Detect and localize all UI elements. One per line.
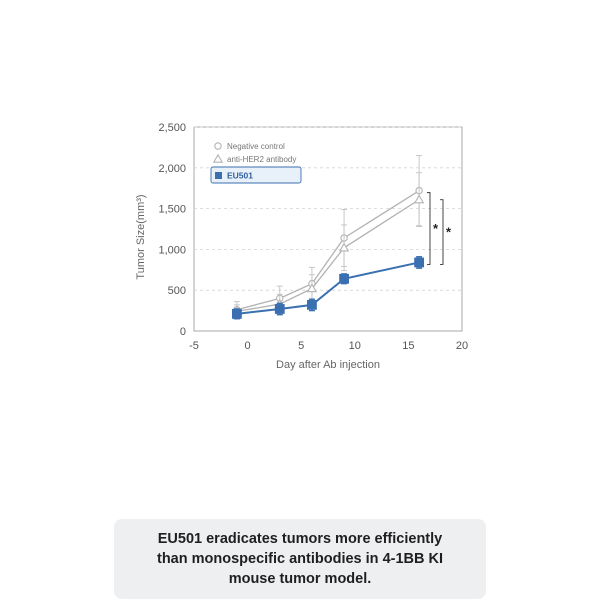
y-tick-label: 2,500 xyxy=(158,122,186,134)
caption-text: EU501 eradicates tumors more efficiently… xyxy=(140,529,460,589)
y-tick-label: 1,500 xyxy=(158,204,186,216)
data-point-square xyxy=(339,273,349,284)
legend-label: EU501 xyxy=(227,171,253,181)
data-point-square xyxy=(307,299,317,310)
plot-frame xyxy=(193,126,463,332)
series-layer xyxy=(231,155,425,320)
y-axis-label: Tumor Size(mm³) xyxy=(135,194,147,279)
legend-highlight-box xyxy=(210,166,302,184)
data-point-square xyxy=(274,304,285,314)
significance-star: * xyxy=(433,221,439,236)
y-tick-label: 2,000 xyxy=(158,163,186,175)
significance-bracket xyxy=(427,192,431,265)
y-tick-label: 500 xyxy=(168,285,186,297)
data-point-triangle xyxy=(212,153,224,163)
data-point-triangle xyxy=(338,242,350,252)
legend-item-highlighted: EU501 xyxy=(210,166,302,184)
data-point-triangle xyxy=(306,283,318,293)
caption-line: EU501 eradicates tumors more efficiently xyxy=(157,531,443,547)
x-axis-label: Day after Ab injection xyxy=(276,359,380,371)
significance-star: * xyxy=(446,225,452,240)
x-tick-label: 20 xyxy=(456,340,468,352)
caption-line: mouse tumor model. xyxy=(228,571,372,587)
x-tick-label: 10 xyxy=(349,340,361,352)
data-point-square xyxy=(414,257,425,268)
significance-annotations: * * xyxy=(427,192,452,265)
legend-label: anti-HER2 antibody xyxy=(227,155,296,164)
caption-box: EU501 eradicates tumors more efficiently… xyxy=(114,519,486,599)
y-tick-label: 0 xyxy=(180,326,186,338)
significance-bracket xyxy=(440,199,444,265)
legend-label: Negative control xyxy=(227,142,285,151)
data-point-triangle xyxy=(413,194,425,204)
grid xyxy=(194,126,462,291)
plot-area xyxy=(193,126,463,332)
data-point-square xyxy=(231,308,242,319)
x-tick-label: 5 xyxy=(298,340,304,352)
legend-swatch xyxy=(215,172,222,179)
x-tick-label: 15 xyxy=(402,340,414,352)
legend-item: Negative control xyxy=(214,142,285,151)
y-tick-label: 1,000 xyxy=(158,244,186,256)
x-tick-label: -5 xyxy=(189,340,199,352)
legend-item: anti-HER2 antibody xyxy=(212,153,296,164)
legend: Negative control anti-HER2 antibody EU501 xyxy=(210,142,302,184)
series xyxy=(231,256,425,320)
caption-line: than monospecific antibodies in 4-1BB KI xyxy=(156,551,443,567)
x-tick-label: 0 xyxy=(245,340,251,352)
data-point-circle xyxy=(214,142,222,150)
